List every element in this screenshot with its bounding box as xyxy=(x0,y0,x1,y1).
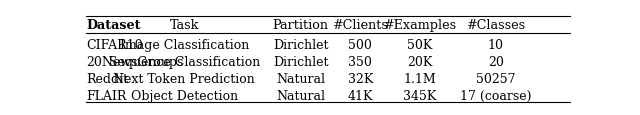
Text: Natural: Natural xyxy=(276,89,325,102)
Text: Dataset: Dataset xyxy=(86,19,141,32)
Text: 20: 20 xyxy=(488,56,504,69)
Text: #Examples: #Examples xyxy=(383,19,456,32)
Text: 41K: 41K xyxy=(348,89,373,102)
Text: 345K: 345K xyxy=(403,89,436,102)
Text: 1.1M: 1.1M xyxy=(403,72,436,85)
Text: 500: 500 xyxy=(348,39,372,52)
Text: #Clients: #Clients xyxy=(332,19,388,32)
Text: 50257: 50257 xyxy=(476,72,515,85)
Text: Reddit: Reddit xyxy=(86,72,129,85)
Text: FLAIR: FLAIR xyxy=(86,89,127,102)
Text: Dirichlet: Dirichlet xyxy=(273,39,328,52)
Text: 50K: 50K xyxy=(407,39,433,52)
Text: Next Token Prediction: Next Token Prediction xyxy=(113,72,255,85)
Text: Dirichlet: Dirichlet xyxy=(273,56,328,69)
Text: Task: Task xyxy=(170,19,199,32)
Text: 350: 350 xyxy=(348,56,372,69)
Text: Partition: Partition xyxy=(273,19,329,32)
Text: CIFAR10: CIFAR10 xyxy=(86,39,143,52)
Text: 10: 10 xyxy=(488,39,504,52)
Text: 32K: 32K xyxy=(348,72,373,85)
Text: Natural: Natural xyxy=(276,72,325,85)
Text: 20K: 20K xyxy=(407,56,433,69)
Text: Sequence Classification: Sequence Classification xyxy=(109,56,260,69)
Text: #Classes: #Classes xyxy=(466,19,525,32)
Text: Image Classification: Image Classification xyxy=(120,39,249,52)
Text: 20NewsGroups: 20NewsGroups xyxy=(86,56,184,69)
Text: 17 (coarse): 17 (coarse) xyxy=(460,89,531,102)
Text: Object Detection: Object Detection xyxy=(131,89,237,102)
